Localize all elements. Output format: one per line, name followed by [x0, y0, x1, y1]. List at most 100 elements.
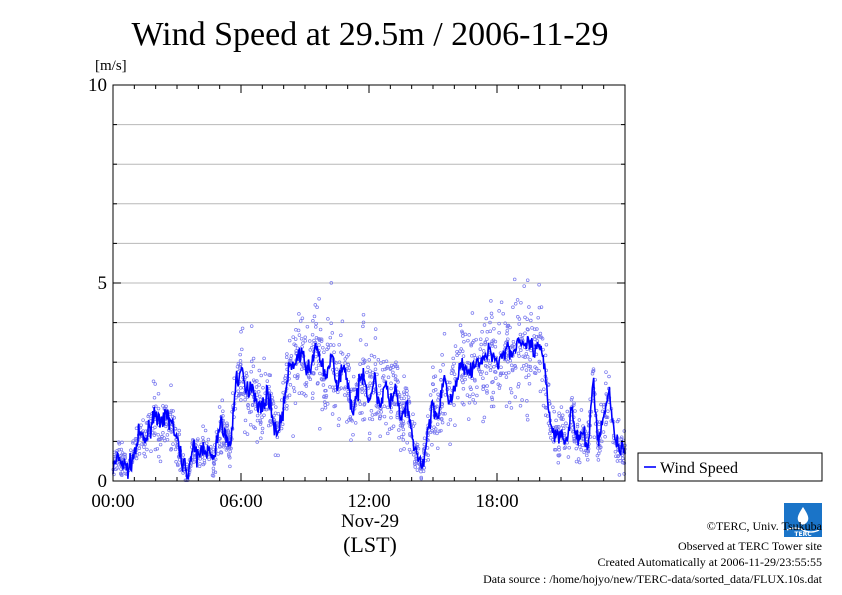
sample-point [349, 438, 353, 442]
sample-point [448, 442, 452, 447]
sample-point [337, 360, 342, 364]
sample-point [294, 328, 298, 332]
sample-point [353, 421, 358, 425]
sample-point [257, 383, 261, 387]
sample-point [284, 355, 289, 359]
sample-point [554, 418, 558, 423]
sample-point [389, 415, 393, 420]
sample-point [329, 321, 333, 325]
sample-point [440, 353, 444, 357]
sample-point [448, 417, 453, 422]
sample-point [488, 320, 492, 325]
sample-point [415, 468, 420, 472]
sample-point [384, 421, 388, 426]
sample-point [519, 348, 523, 353]
sample-point [304, 394, 308, 398]
sample-point [299, 367, 304, 371]
sample-point [524, 363, 529, 367]
sample-point [369, 375, 374, 379]
sample-point [457, 351, 461, 356]
sample-point [474, 337, 478, 342]
sample-point [393, 374, 398, 378]
sample-point [460, 331, 465, 335]
sample-point [459, 374, 464, 379]
sample-point [171, 409, 175, 413]
sample-point [249, 369, 253, 374]
sample-point [209, 449, 214, 453]
sample-point [154, 404, 158, 409]
sample-point [253, 426, 257, 431]
sample-point [381, 360, 386, 364]
sample-point [538, 331, 543, 336]
sample-point [482, 415, 487, 420]
sample-point [137, 452, 142, 456]
sample-point [458, 323, 463, 328]
sample-point [565, 424, 569, 428]
sample-point [143, 454, 147, 459]
sample-point [378, 434, 382, 439]
sample-point [168, 412, 173, 417]
sample-point [299, 336, 304, 341]
sample-point [557, 453, 562, 457]
sample-point [366, 365, 370, 370]
sample-point [177, 432, 181, 437]
sample-point [246, 403, 250, 408]
sample-point [468, 385, 473, 389]
sample-point [596, 451, 601, 456]
sample-point [202, 458, 207, 463]
sample-point [542, 387, 546, 391]
sample-point [330, 385, 335, 390]
sample-point [315, 305, 319, 310]
sample-point [358, 382, 363, 386]
sample-point [263, 372, 268, 376]
sample-point [293, 401, 298, 405]
sample-point [577, 418, 582, 422]
sample-point [236, 362, 241, 366]
sample-point [367, 437, 372, 441]
sample-point [489, 404, 494, 409]
sample-point [572, 438, 576, 443]
wave-icon [786, 527, 820, 533]
sample-point [389, 410, 393, 414]
sample-point [471, 392, 475, 396]
sample-point [324, 388, 328, 393]
sample-point [604, 422, 608, 427]
sample-point [183, 478, 188, 482]
sample-point [174, 460, 178, 464]
sample-point [548, 431, 552, 436]
sample-point [251, 364, 256, 369]
sample-point [211, 469, 216, 474]
sample-point [156, 432, 160, 437]
sample-point [538, 389, 543, 394]
sample-point [592, 435, 597, 439]
sample-point [368, 374, 372, 379]
sample-point [251, 356, 256, 361]
sample-point [485, 389, 489, 393]
sample-point [442, 332, 447, 336]
sample-point [221, 414, 225, 418]
sample-point [597, 422, 601, 427]
sample-point [440, 420, 445, 425]
sample-point [175, 462, 180, 466]
sample-point [262, 356, 266, 361]
sample-point [585, 453, 589, 458]
sample-point [419, 469, 423, 474]
sample-point [488, 329, 493, 333]
sample-point [462, 402, 466, 407]
sample-point [523, 315, 527, 320]
sample-point [296, 328, 301, 333]
sample-point [411, 453, 416, 457]
sample-point [585, 457, 590, 462]
sample-point [526, 327, 530, 332]
sample-point [497, 330, 501, 335]
sample-point [297, 333, 302, 337]
sample-point [561, 417, 565, 422]
sample-point [260, 426, 265, 431]
sample-point [509, 363, 514, 368]
sample-point [529, 311, 533, 316]
sample-point [264, 407, 269, 412]
sample-point [598, 448, 602, 453]
sample-point [389, 363, 394, 368]
sample-point [484, 316, 488, 321]
sample-point [497, 309, 501, 313]
